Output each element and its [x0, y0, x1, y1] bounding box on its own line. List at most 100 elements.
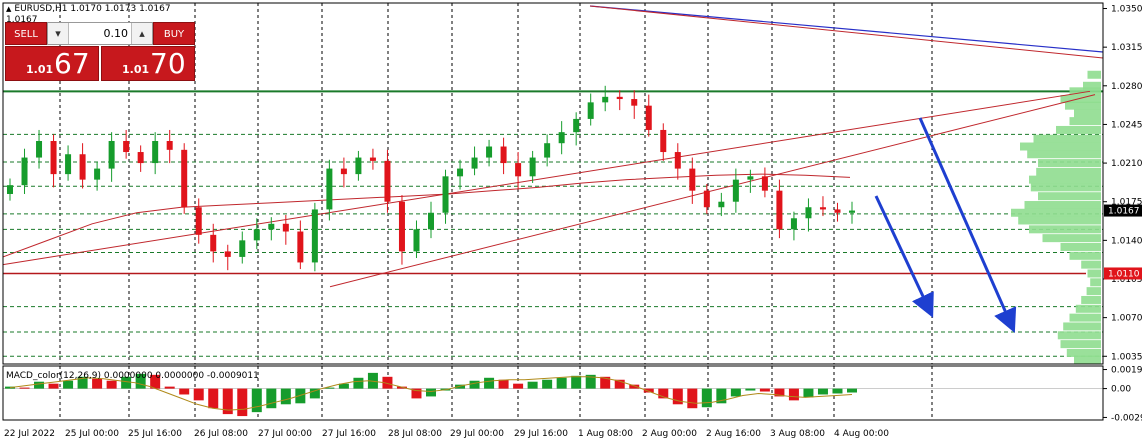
macd-histogram-bar — [411, 388, 422, 399]
volume-profile-bar — [1056, 125, 1101, 134]
volume-profile-bar — [1020, 142, 1101, 151]
volume-profile-bar — [1063, 322, 1101, 331]
macd-histogram-bar — [208, 388, 219, 409]
candle-body — [108, 140, 115, 169]
candle-body — [790, 218, 797, 230]
volume-profile-bar — [1066, 348, 1101, 357]
chart-title: ▲ EURUSD,H1 1.0170 1.0173 1.0167 1.0167 — [6, 4, 200, 25]
x-tick-label: 2 Aug 16:00 — [706, 429, 761, 439]
candle-body — [732, 179, 739, 202]
x-tick-label: 22 Jul 2022 — [4, 429, 55, 439]
x-tick-label: 3 Aug 08:00 — [770, 429, 825, 439]
macd-histogram-bar — [658, 388, 669, 399]
volume-profile-bar — [1087, 269, 1101, 278]
volume-profile-bar — [1086, 287, 1101, 296]
forecast-arrow-short — [874, 195, 934, 318]
candle-body — [805, 207, 812, 219]
macd-histogram-bar — [77, 376, 88, 389]
candle-body — [819, 207, 826, 210]
descending-blue-line — [589, 5, 1104, 53]
candle-body — [340, 168, 347, 175]
x-tick-label: 28 Jul 08:00 — [388, 429, 442, 439]
sell-price-pips: 67 — [54, 47, 90, 80]
lot-increase-button[interactable]: ▴ — [131, 23, 152, 44]
moving-average-line — [2, 173, 851, 258]
y-tick-label: 1.0315 — [1111, 43, 1142, 53]
volume-profile-bar — [1060, 340, 1101, 349]
candle-body — [703, 190, 710, 208]
support-price-tag — [1104, 267, 1142, 280]
forecast-arrow-long — [918, 117, 1017, 333]
buy-price-prefix: 1.01 — [122, 63, 150, 76]
volume-profile-bar — [1057, 331, 1101, 340]
volume-profile-bar — [1027, 150, 1101, 159]
macd-histogram-bar — [367, 372, 378, 389]
macd-histogram-bar — [338, 383, 349, 389]
macd-y-tick-label: 0.00 — [1111, 385, 1131, 395]
volume-profile-bar — [1087, 70, 1101, 79]
volume-profile-bar — [1038, 192, 1101, 201]
rising-channel-lower-line — [2, 90, 1091, 266]
volume-profile-bar — [1069, 313, 1101, 322]
macd-histogram-bar — [179, 388, 190, 395]
volume-profile-bar — [1029, 175, 1101, 184]
candle-body — [544, 143, 551, 158]
macd-histogram-bar — [121, 376, 132, 389]
volume-profile-bar — [1074, 355, 1101, 364]
candle-body — [224, 251, 231, 257]
candle-body — [587, 102, 594, 119]
candle-body — [602, 96, 609, 103]
candle-body — [152, 140, 159, 164]
macd-histogram-bar — [150, 374, 161, 389]
buy-price-box[interactable]: 1.01 70 — [101, 46, 195, 81]
trendlines — [2, 5, 1104, 288]
candle-body — [471, 157, 478, 169]
macd-histogram-bar — [585, 374, 596, 389]
sell-price-prefix: 1.01 — [26, 63, 54, 76]
macd-histogram-bar — [484, 377, 495, 389]
x-tick-label: 29 Jul 16:00 — [514, 429, 568, 439]
y-tick-label: 1.0245 — [1111, 120, 1142, 130]
candle-body — [761, 176, 768, 191]
buy-button[interactable]: BUY — [153, 22, 195, 45]
rising-trendline — [329, 94, 1096, 288]
candle-body — [311, 209, 318, 263]
lot-decrease-button[interactable]: ▾ — [48, 23, 69, 44]
macd-histogram-bar — [498, 379, 509, 389]
sell-price-box[interactable]: 1.01 67 — [5, 46, 99, 81]
macd-histogram-bar — [687, 388, 698, 409]
volume-profile-bar — [1075, 304, 1101, 313]
macd-histogram-bar — [469, 380, 480, 389]
volume-profile-bar — [1074, 109, 1101, 118]
volume-profile-bar — [1081, 260, 1101, 269]
forecast-arrows — [874, 117, 1017, 333]
y-tick-label: 1.0210 — [1111, 159, 1142, 169]
volume-profile-bar — [1038, 159, 1101, 168]
macd-histogram-bar — [382, 376, 393, 389]
candle-body — [79, 154, 86, 180]
macd-histogram-bar — [571, 375, 582, 389]
volume-profile-bar — [1024, 201, 1101, 210]
candle-body — [747, 176, 754, 180]
volume-profile-bar — [1060, 95, 1101, 104]
candle-body — [21, 157, 28, 186]
macd-histogram-bar — [34, 381, 45, 389]
macd-histogram-bar — [803, 388, 814, 398]
macd-histogram-bar — [280, 388, 291, 405]
lot-size-field[interactable]: ▾ 0.10 ▴ — [47, 22, 153, 45]
volume-profile-bar — [1065, 101, 1101, 110]
candle-body — [65, 154, 72, 175]
macd-histogram-bar — [745, 388, 756, 391]
macd-histogram-bar — [527, 381, 538, 389]
macd-histogram-bar — [817, 388, 828, 395]
candle-body — [282, 223, 289, 232]
sell-button[interactable]: SELL — [5, 22, 47, 45]
candle-body — [50, 140, 57, 175]
candle-body — [181, 149, 188, 208]
lot-size-value[interactable]: 0.10 — [103, 27, 129, 40]
support-price-label: 1.0110 — [1108, 269, 1140, 279]
x-tick-label: 25 Jul 00:00 — [65, 429, 119, 439]
macd-histogram-bar — [556, 377, 567, 389]
candle-body — [834, 209, 841, 213]
macd-histogram-bar — [847, 388, 857, 393]
